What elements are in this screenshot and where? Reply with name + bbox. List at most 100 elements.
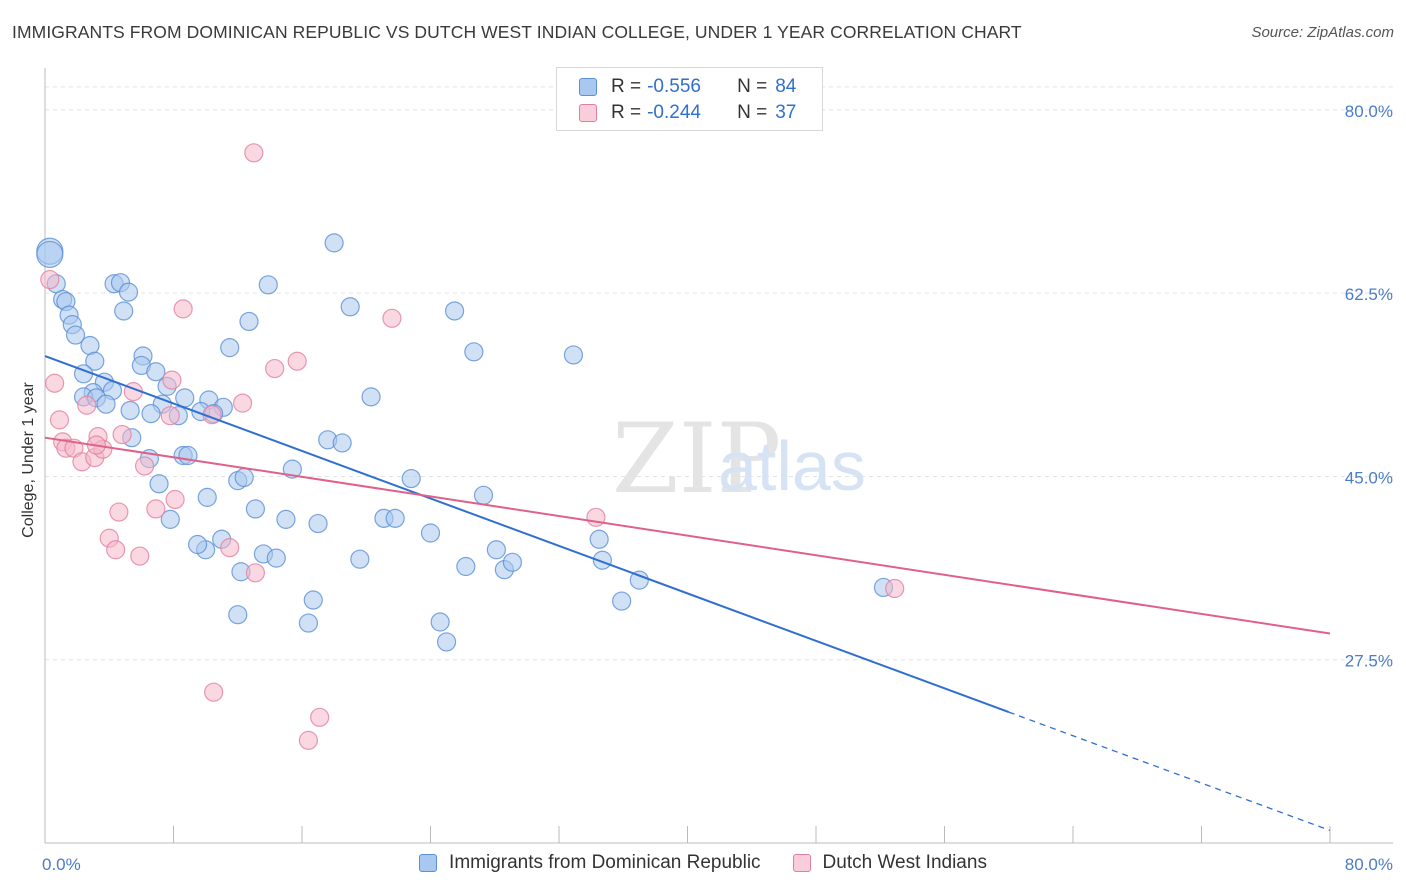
point-dominican (612, 591, 632, 611)
legend-row-pink: R = -0.244 N = 37 (579, 100, 796, 126)
point-dominican (85, 351, 105, 371)
point-dutch-west-indian (77, 395, 97, 415)
point-dominican (239, 311, 259, 332)
point-dutch-west-indian (245, 563, 266, 583)
r-label: R = (611, 102, 642, 123)
series-legend: Immigrants from Dominican Republic Dutch… (0, 852, 1406, 874)
trend-line-dutch-west-indians (44, 436, 1331, 635)
point-dominican (401, 468, 421, 489)
x-tick-label: 80.0% (1345, 855, 1393, 874)
point-dominican (563, 345, 584, 365)
point-dominican (436, 632, 457, 652)
y-tick-label: 45.0% (1345, 468, 1393, 487)
chart-title: IMMIGRANTS FROM DOMINICAN REPUBLIC VS DU… (12, 22, 1022, 42)
point-dominican (303, 590, 323, 610)
point-dutch-west-indian (287, 351, 307, 371)
point-dominican (175, 388, 195, 408)
point-dutch-west-indian (146, 499, 166, 519)
point-dominican (258, 275, 278, 295)
n-label: N = (737, 76, 768, 97)
axes (44, 68, 1393, 844)
point-dutch-west-indian (134, 456, 155, 476)
source-label: Source: ZipAtlas.com (1251, 24, 1394, 41)
x-tick-label: 0.0% (42, 855, 81, 874)
point-dutch-west-indian (885, 578, 905, 599)
r-value: -0.556 (647, 76, 701, 97)
point-dutch-west-indian (220, 538, 240, 558)
point-dominican (430, 612, 450, 632)
point-dutch-west-indian (165, 489, 185, 510)
point-dominican (228, 605, 248, 625)
legend-item-dominican: Immigrants from Dominican Republic (419, 852, 761, 874)
trend-line-dominican (44, 355, 1010, 714)
trend-lines (44, 355, 1331, 832)
point-dominican (324, 233, 344, 253)
point-dutch-west-indian (49, 410, 70, 430)
point-dutch-west-indian (112, 424, 132, 445)
point-dominican (502, 552, 523, 572)
point-dominican (486, 540, 506, 560)
data-points (36, 143, 905, 750)
point-dominican (332, 433, 352, 453)
point-dominican (234, 467, 254, 488)
point-dutch-west-indian (130, 546, 150, 566)
pink-swatch-icon (792, 854, 811, 872)
point-dutch-west-indian (162, 370, 182, 390)
n-label: N = (737, 102, 768, 123)
y-tick-label: 27.5% (1345, 652, 1393, 671)
blue-swatch-icon (419, 854, 438, 872)
point-dominican (65, 325, 86, 345)
point-dominican (282, 459, 302, 479)
blue-swatch-icon (579, 78, 597, 96)
point-dutch-west-indian (173, 299, 193, 319)
point-dominican (629, 570, 649, 590)
point-dutch-west-indian (298, 730, 319, 750)
point-dominican (444, 301, 465, 321)
point-dominican (420, 523, 441, 543)
trend-line-dominican-extension (1008, 711, 1331, 832)
point-dominican (592, 550, 612, 570)
point-dutch-west-indian (265, 358, 285, 379)
point-dominican (385, 508, 405, 528)
point-dominican (141, 404, 161, 424)
n-value: 84 (775, 76, 797, 97)
point-dominican (36, 240, 64, 269)
point-dutch-west-indian (106, 540, 126, 560)
point-dominican (456, 556, 476, 577)
point-dominican (160, 509, 180, 529)
point-dominican (298, 613, 319, 633)
point-dutch-west-indian (40, 269, 60, 290)
r-label: R = (611, 76, 642, 97)
point-dominican (308, 513, 328, 534)
point-dominican (464, 342, 484, 362)
correlation-legend: R = -0.556 N = 84 R = -0.244 N = 37 (556, 67, 823, 131)
point-dominican (187, 534, 208, 555)
tick-labels: 27.5% 45.0% 62.5% 80.0% 0.0% 80.0% (42, 102, 1393, 874)
point-dominican (361, 387, 381, 407)
point-dominican (266, 548, 286, 568)
point-dutch-west-indian (45, 373, 65, 393)
point-dominican (120, 400, 140, 421)
point-dominican (276, 509, 296, 529)
legend-label: Immigrants from Dominican Republic (449, 852, 761, 873)
point-dutch-west-indian (310, 707, 330, 727)
point-dominican (589, 529, 609, 549)
point-dutch-west-indian (244, 143, 264, 163)
y-tick-label: 80.0% (1345, 102, 1393, 121)
r-value: -0.244 (647, 102, 701, 123)
legend-item-dutch-west-indians: Dutch West Indians (792, 852, 987, 874)
point-dominican (149, 474, 169, 494)
n-value: 37 (775, 102, 797, 123)
point-dominican (220, 338, 240, 358)
point-dominican (146, 362, 166, 382)
point-dominican (96, 394, 116, 414)
pink-swatch-icon (579, 104, 597, 122)
point-dominican (350, 549, 370, 569)
point-dominican (178, 445, 198, 466)
y-axis-title: College, Under 1 year (20, 382, 37, 538)
point-dutch-west-indian (382, 308, 402, 328)
watermark-zip: ZIP (612, 403, 781, 515)
point-dominican (473, 485, 494, 505)
point-dominican (245, 499, 266, 519)
point-dutch-west-indian (160, 406, 180, 426)
